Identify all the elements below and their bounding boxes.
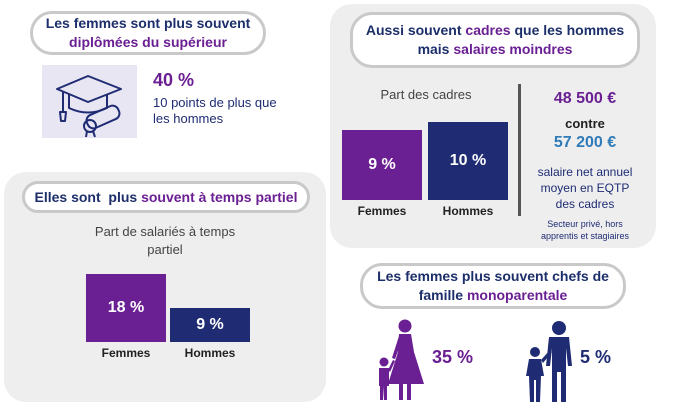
part-time-women-bar: 18 % (86, 274, 166, 342)
women-salary: 48 500 € (553, 90, 617, 107)
executives-heading-line1: Aussi souvent cadres que les hommes (366, 21, 624, 40)
part-time-men-bar: 9 % (170, 308, 250, 342)
single-parent-heading-line1: Les femmes plus souvent chefs de (377, 268, 609, 284)
executives-women-label: Femmes (357, 204, 407, 218)
diploma-percent: 40 % (153, 70, 195, 90)
executives-chart-title: Part des cadres (380, 87, 472, 102)
executives-women-value: 9 % (368, 155, 396, 173)
executives-heading: Aussi souvent cadres que les hommes mais… (350, 12, 640, 68)
executives-heading-line2: mais salaires moindres (418, 40, 573, 59)
part-time-heading: Elles sont plus souvent à temps partiel (22, 181, 310, 213)
executives-heading-part2: cadres (465, 22, 511, 38)
executives-heading-part5: salaires moindres (453, 41, 573, 57)
single-parent-heading: Les femmes plus souvent chefs de famille… (360, 263, 626, 309)
executives-heading-part1: Aussi souvent (365, 22, 466, 38)
men-salary: 57 200 € (553, 134, 617, 151)
graduation-cap-icon (42, 65, 137, 138)
diploma-heading-line1: Les femmes sont plus souvent (45, 15, 251, 31)
executives-heading-part3: que les hommes (510, 22, 625, 38)
single-parent-women-value: 35 % (432, 347, 474, 367)
part-time-men-value: 9 % (196, 316, 224, 333)
part-time-women-value: 18 % (107, 299, 145, 316)
diploma-heading-line2: diplômées du supérieur (69, 34, 227, 50)
executives-men-label: Hommes (442, 204, 494, 218)
executives-men-value: 10 % (449, 152, 487, 169)
salary-desc-line1: salaire net annuel (537, 165, 633, 179)
diploma-desc-line1: 10 points de plus que (153, 95, 277, 110)
executives-heading-part4: mais (417, 41, 454, 57)
part-time-men-label: Hommes (184, 346, 236, 360)
salary-versus: contre (565, 116, 605, 131)
salary-note-line1: Secteur privé, hors (547, 219, 623, 229)
part-time-heading-highlight: souvent à temps partiel (141, 188, 298, 205)
salary-note-line2: apprentis et stagiaires (540, 231, 630, 241)
single-parent-heading-line2: famille monoparentale (419, 286, 568, 305)
salary-desc-line2: moyen en EQTP (540, 181, 630, 195)
part-time-chart-title-line1: Part de salariés à temps (94, 224, 236, 239)
father-child-icon (522, 320, 578, 404)
diploma-desc-line2: les hommes (153, 111, 224, 126)
executives-men-bar: 10 % (428, 122, 508, 200)
single-parent-men-value: 5 % (580, 347, 612, 367)
diploma-heading: Les femmes sont plus souvent diplômées d… (30, 11, 266, 55)
single-parent-heading-highlight: monoparentale (466, 287, 568, 303)
part-time-chart-title-line2: partiel (147, 242, 183, 257)
mother-child-icon (372, 318, 428, 402)
salary-desc-line3: des cadres (555, 197, 615, 211)
part-time-heading-prefix: Elles sont plus (34, 188, 142, 205)
executives-women-bar: 9 % (342, 129, 422, 200)
executives-divider (518, 84, 521, 216)
single-parent-heading-prefix: famille (418, 287, 467, 303)
part-time-women-label: Femmes (101, 346, 151, 360)
